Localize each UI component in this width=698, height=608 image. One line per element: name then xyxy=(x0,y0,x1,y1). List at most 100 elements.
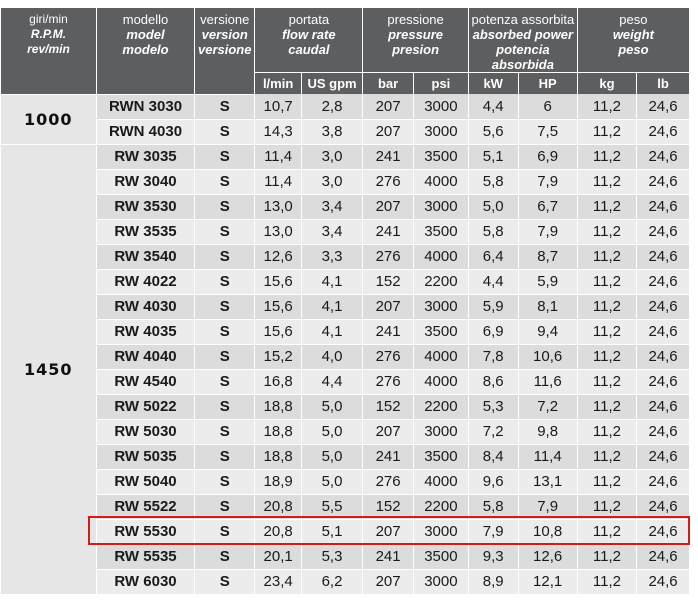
cell-pressure-bar: 241 xyxy=(362,319,414,345)
unit-bar: bar xyxy=(362,72,414,94)
cell-flow-lmin: 20,8 xyxy=(254,519,302,545)
header-pressure: pressione pressure presion xyxy=(362,8,469,73)
cell-version: S xyxy=(194,569,256,595)
cell-power-hp: 7,5 xyxy=(518,119,578,145)
table-row: RW 5535 S 20,1 5,3 241 3500 9,3 12,6 11,2 24,6 xyxy=(1,544,690,570)
table-row: RW 3530 S 13,0 3,4 207 3000 5,0 6,7 11,2 24,6 xyxy=(1,194,690,220)
cell-model: RWN 3030 xyxy=(96,94,196,120)
cell-weight-kg: 11,2 xyxy=(577,169,638,195)
header-model: modello model modelo xyxy=(95,8,196,95)
cell-weight-kg: 11,2 xyxy=(577,419,638,445)
cell-pressure-bar: 152 xyxy=(362,269,414,295)
cell-pressure-psi: 2200 xyxy=(413,269,469,295)
cell-pressure-bar: 241 xyxy=(362,219,414,245)
cell-weight-kg: 11,2 xyxy=(577,394,638,420)
cell-weight-kg: 11,2 xyxy=(577,519,638,545)
cell-power-hp: 7,9 xyxy=(518,169,578,195)
cell-model: RWN 4030 xyxy=(96,119,196,145)
cell-version: S xyxy=(194,519,256,545)
cell-flow-lmin: 23,4 xyxy=(254,569,302,595)
cell-pressure-psi: 3500 xyxy=(413,444,469,470)
unit-psi: psi xyxy=(412,72,469,94)
cell-pressure-psi: 3000 xyxy=(413,419,469,445)
cell-pressure-bar: 152 xyxy=(362,494,414,520)
cell-model: RW 5535 xyxy=(96,544,196,570)
cell-power-hp: 11,4 xyxy=(518,444,578,470)
cell-power-hp: 7,2 xyxy=(518,394,578,420)
cell-flow-usgpm: 4,1 xyxy=(301,269,364,295)
cell-power-kw: 5,0 xyxy=(468,194,519,220)
cell-flow-usgpm: 4,0 xyxy=(301,344,364,370)
cell-weight-kg: 11,2 xyxy=(577,269,638,295)
cell-pressure-bar: 152 xyxy=(362,394,414,420)
cell-flow-lmin: 18,8 xyxy=(254,419,302,445)
unit-lb: lb xyxy=(636,72,690,94)
cell-pressure-psi: 4000 xyxy=(413,469,469,495)
cell-pressure-bar: 207 xyxy=(362,569,414,595)
cell-power-hp: 8,1 xyxy=(518,294,578,320)
cell-pressure-bar: 207 xyxy=(362,419,414,445)
cell-flow-lmin: 15,6 xyxy=(254,269,302,295)
table-row: RW 4540 S 16,8 4,4 276 4000 8,6 11,6 11,2 24,6 xyxy=(1,369,690,395)
cell-pressure-psi: 3000 xyxy=(413,569,469,595)
cell-version: S xyxy=(194,394,256,420)
cell-power-kw: 8,4 xyxy=(468,444,519,470)
cell-power-kw: 6,9 xyxy=(468,319,519,345)
cell-flow-lmin: 15,2 xyxy=(254,344,302,370)
cell-model: RW 5522 xyxy=(96,494,196,520)
cell-model: RW 5040 xyxy=(96,469,196,495)
cell-version: S xyxy=(194,244,256,270)
table-row: RW 4040 S 15,2 4,0 276 4000 7,8 10,6 11,2 24,6 xyxy=(1,344,690,370)
table-row: RW 5522 S 20,8 5,5 152 2200 5,8 7,9 11,2 24,6 xyxy=(1,494,690,520)
cell-version: S xyxy=(194,169,256,195)
cell-pressure-psi: 3500 xyxy=(413,544,469,570)
cell-pressure-psi: 3000 xyxy=(413,294,469,320)
cell-version: S xyxy=(194,219,256,245)
cell-model: RW 4022 xyxy=(96,269,196,295)
cell-weight-kg: 11,2 xyxy=(577,544,638,570)
cell-weight-lb: 24,6 xyxy=(636,444,690,470)
cell-flow-usgpm: 4,1 xyxy=(301,294,364,320)
cell-weight-lb: 24,6 xyxy=(636,369,690,395)
cell-flow-usgpm: 4,4 xyxy=(301,369,364,395)
cell-weight-kg: 11,2 xyxy=(577,244,638,270)
cell-version: S xyxy=(194,344,256,370)
cell-pressure-psi: 3500 xyxy=(413,219,469,245)
cell-weight-lb: 24,6 xyxy=(636,469,690,495)
cell-flow-usgpm: 3,8 xyxy=(301,119,364,145)
table-row: RW 4035 S 15,6 4,1 241 3500 6,9 9,4 11,2 24,6 xyxy=(1,319,690,345)
cell-weight-lb: 24,6 xyxy=(636,219,690,245)
rpm-group-label: 1000 xyxy=(0,94,97,145)
cell-version: S xyxy=(194,369,256,395)
cell-weight-kg: 11,2 xyxy=(577,494,638,520)
cell-version: S xyxy=(194,294,256,320)
cell-version: S xyxy=(194,494,256,520)
table-row: RW 3040 S 11,4 3,0 276 4000 5,8 7,9 11,2 24,6 xyxy=(1,169,690,195)
cell-model: RW 3035 xyxy=(96,144,196,170)
header-power: potenza assorbita absorbed power potenci… xyxy=(467,8,578,73)
cell-pressure-bar: 207 xyxy=(362,294,414,320)
cell-pressure-bar: 276 xyxy=(362,169,414,195)
cell-pressure-psi: 3500 xyxy=(413,319,469,345)
cell-power-kw: 7,9 xyxy=(468,519,519,545)
cell-pressure-bar: 276 xyxy=(362,369,414,395)
cell-flow-lmin: 20,1 xyxy=(254,544,302,570)
header-version: versione version versione xyxy=(194,8,256,95)
cell-flow-lmin: 13,0 xyxy=(254,219,302,245)
cell-power-kw: 5,8 xyxy=(468,219,519,245)
cell-power-kw: 5,8 xyxy=(468,494,519,520)
cell-pressure-psi: 4000 xyxy=(413,369,469,395)
cell-power-kw: 5,6 xyxy=(468,119,519,145)
cell-weight-lb: 24,6 xyxy=(636,344,690,370)
unit-usgpm: US gpm xyxy=(300,72,364,94)
cell-flow-usgpm: 6,2 xyxy=(301,569,364,595)
cell-power-kw: 5,3 xyxy=(468,394,519,420)
cell-pressure-psi: 3000 xyxy=(413,119,469,145)
cell-pressure-bar: 207 xyxy=(362,194,414,220)
cell-flow-lmin: 13,0 xyxy=(254,194,302,220)
cell-pressure-bar: 207 xyxy=(362,119,414,145)
cell-pressure-bar: 241 xyxy=(362,444,414,470)
cell-power-kw: 4,4 xyxy=(468,94,519,120)
cell-flow-usgpm: 5,3 xyxy=(301,544,364,570)
cell-pressure-psi: 3000 xyxy=(413,519,469,545)
